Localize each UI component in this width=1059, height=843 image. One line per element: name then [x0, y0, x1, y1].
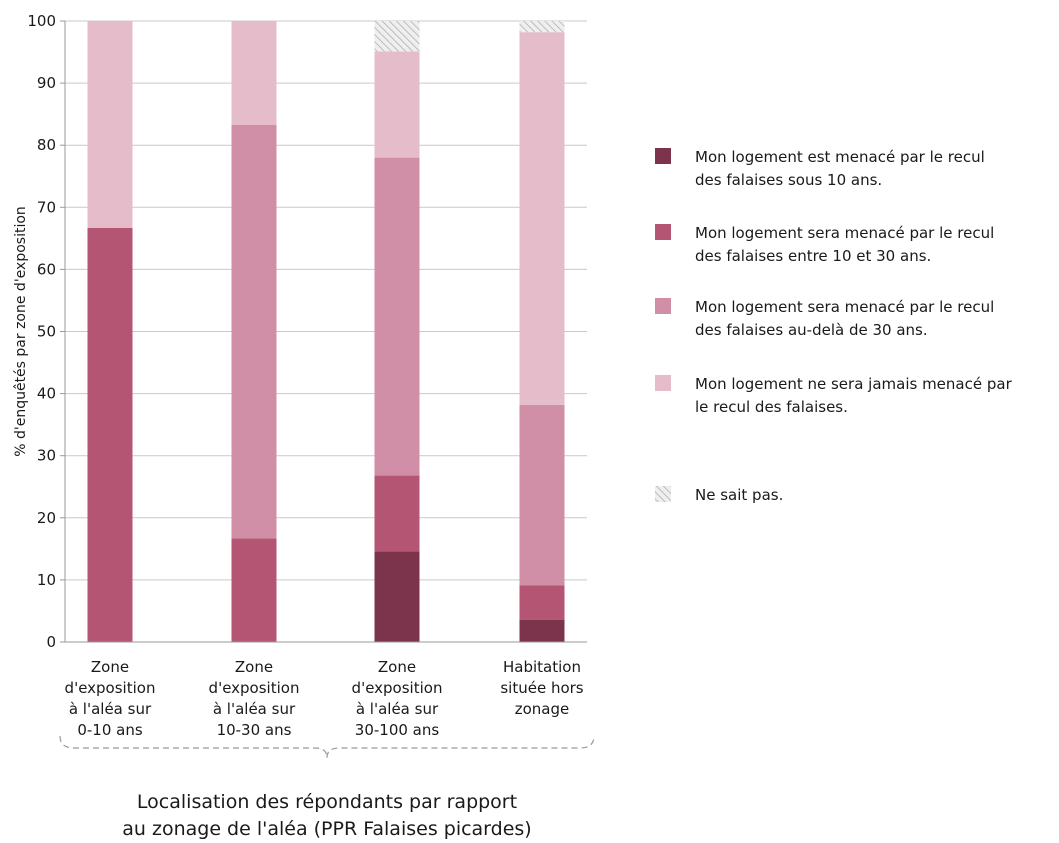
bar-segment: [231, 124, 277, 539]
x-category-label: 10-30 ans: [217, 721, 292, 739]
y-tick-label: 30: [37, 447, 56, 465]
legend-swatch: [655, 298, 671, 314]
bar-segment: [519, 21, 565, 33]
legend: Mon logement est menacé par le recul des …: [655, 148, 1013, 504]
x-category-label: 0-10 ans: [77, 721, 143, 739]
y-tick-label: 10: [37, 571, 56, 589]
legend-swatch: [655, 148, 671, 164]
x-axis-title: au zonage de l'aléa (PPR Falaises picard…: [122, 818, 531, 840]
legend-swatch: [655, 224, 671, 240]
x-category-label: Zone: [378, 658, 416, 676]
x-category-label: d'exposition: [352, 679, 443, 697]
bar-segment: [231, 538, 277, 642]
y-tick-label: 40: [37, 385, 56, 403]
x-category-label: 30-100 ans: [355, 721, 440, 739]
x-category-label: zonage: [515, 700, 570, 718]
x-category-label: Zone: [235, 658, 273, 676]
x-category-label: située hors: [500, 679, 583, 697]
legend-label: des falaises sous 10 ans.: [695, 171, 882, 189]
bar-segment: [87, 21, 133, 228]
bar-segment: [519, 585, 565, 620]
y-tick-label: 50: [37, 323, 56, 341]
bar-segment: [519, 32, 565, 405]
y-tick-label: 80: [37, 136, 56, 154]
x-category-label: Habitation: [503, 658, 581, 676]
bar-segment: [374, 475, 420, 552]
legend-swatch: [655, 486, 671, 502]
y-tick-label: 90: [37, 74, 56, 92]
y-tick-label: 20: [37, 509, 56, 527]
x-category-label: d'exposition: [209, 679, 300, 697]
axes: 0 10 20 30 40 50 60 70 80 90 100 Zone d'exposition à …: [13, 12, 595, 840]
bar-segment: [519, 619, 565, 642]
x-category-label: à l'aléa sur: [213, 700, 296, 718]
legend-label: Ne sait pas.: [695, 486, 783, 504]
bar-segment: [374, 51, 420, 158]
y-axis-title: % d'enquêtés par zone d'exposition: [13, 206, 29, 457]
y-tick-label: 70: [37, 198, 56, 216]
x-category-label: d'exposition: [65, 679, 156, 697]
bar-segment: [374, 157, 420, 476]
bar-segment: [519, 404, 565, 586]
x-category-label: Zone: [91, 658, 129, 676]
x-category-label: à l'aléa sur: [69, 700, 152, 718]
x-axis-title: Localisation des répondants par rapport: [137, 791, 517, 813]
legend-label: Mon logement sera menacé par le recul: [695, 298, 994, 316]
y-tick-label: 100: [27, 12, 56, 30]
legend-label: le recul des falaises.: [695, 398, 848, 416]
legend-label: Mon logement est menacé par le recul: [695, 148, 985, 166]
bar-segment: [374, 21, 420, 52]
legend-swatch: [655, 375, 671, 391]
legend-label: Mon logement ne sera jamais menacé par: [695, 375, 1013, 393]
legend-label: des falaises entre 10 et 30 ans.: [695, 247, 931, 265]
y-tick-label: 60: [37, 260, 56, 278]
x-category-label: à l'aléa sur: [356, 700, 439, 718]
legend-label: Mon logement sera menacé par le recul: [695, 224, 994, 242]
gridlines: [65, 20, 587, 643]
bar-segment: [374, 551, 420, 642]
bars: [87, 21, 565, 642]
bar-segment: [87, 227, 133, 642]
legend-label: des falaises au-delà de 30 ans.: [695, 321, 928, 339]
bar-segment: [231, 21, 277, 125]
category-brace: [59, 735, 595, 759]
y-tick-label: 0: [46, 633, 56, 651]
